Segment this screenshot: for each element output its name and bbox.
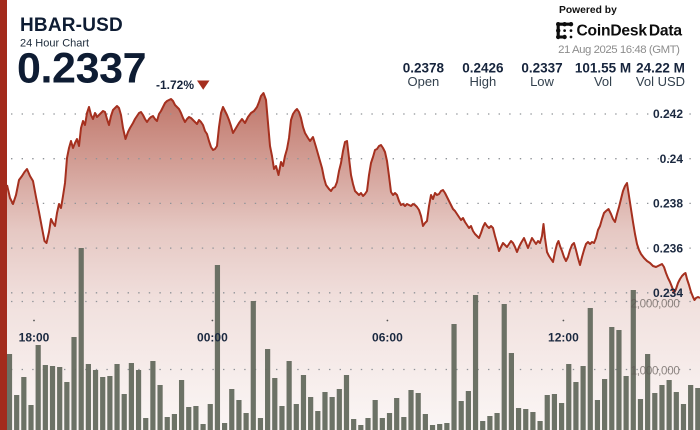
svg-text:Vol: Vol [594, 74, 612, 89]
svg-text:2,000,000: 2,000,000 [631, 298, 680, 311]
svg-text:24 Hour Chart: 24 Hour Chart [20, 38, 89, 50]
svg-text:0.2378: 0.2378 [403, 61, 445, 76]
svg-text:0.234: 0.234 [653, 286, 683, 300]
svg-text:0.242: 0.242 [653, 107, 683, 121]
svg-text:1,000,000: 1,000,000 [631, 365, 680, 378]
svg-text:101.55 M: 101.55 M [575, 61, 631, 76]
svg-text:HBAR-USD: HBAR-USD [20, 15, 123, 36]
svg-text:0.2426: 0.2426 [462, 61, 504, 76]
svg-text:0.2337: 0.2337 [17, 45, 146, 93]
svg-text:0.2337: 0.2337 [521, 61, 562, 76]
svg-text:Vol USD: Vol USD [636, 74, 685, 89]
svg-text:Low: Low [530, 74, 554, 89]
svg-text:24.22 M: 24.22 M [636, 61, 685, 76]
svg-text:21 Aug 2025 16:48 (GMT): 21 Aug 2025 16:48 (GMT) [558, 44, 680, 56]
svg-text:-1.72%: -1.72% [156, 78, 194, 92]
svg-text:High: High [470, 74, 497, 89]
svg-text:Open: Open [407, 74, 439, 89]
svg-text:00:00: 00:00 [197, 331, 228, 345]
svg-text:06:00: 06:00 [372, 331, 403, 345]
svg-text:18:00: 18:00 [19, 331, 50, 345]
svg-text:0.236: 0.236 [653, 241, 683, 255]
svg-text:0.24: 0.24 [660, 152, 684, 166]
svg-text:Powered by: Powered by [559, 5, 617, 16]
svg-text:0.238: 0.238 [653, 197, 683, 211]
svg-text:12:00: 12:00 [548, 331, 579, 345]
